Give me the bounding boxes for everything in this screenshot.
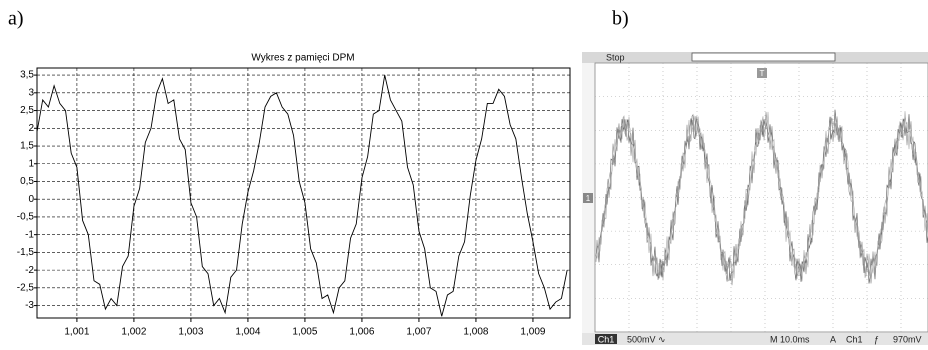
mode: A [830,334,836,344]
y-tick-label: -3 [25,300,34,311]
coupling: ∿ [658,334,666,344]
y-tick-label: 0 [28,194,34,205]
trigger-channel: Ch1 [846,334,863,344]
y-tick-label: -0,5 [17,212,35,223]
y-tick-label: 1 [28,158,34,169]
chart-title: Wykres z pamięci DPM [251,53,354,64]
channel: Ch1 [598,334,615,344]
y-tick-label: -2 [25,265,34,276]
panel-label: b) [612,8,629,30]
x-tick-label: 1,004 [235,327,260,338]
x-tick-label: 1,006 [349,327,374,338]
slope: ƒ [874,334,879,344]
y-tick-label: -1 [25,229,34,240]
x-tick-label: 1,007 [406,327,431,338]
scale: 500mV [627,334,656,344]
y-tick-label: 3,5 [20,70,34,81]
y-tick-label: 0,5 [20,176,34,187]
figure: a) b) Wykres z pamięci DPM Stop T 1 Ch1 … [0,0,928,345]
x-tick-label: 1,001 [64,327,89,338]
y-tick-label: -2,5 [17,282,35,293]
panel-label: a) [8,8,24,30]
x-tick-label: 1,005 [292,327,317,338]
trigger-marker: T [760,69,765,78]
screen [595,63,928,332]
y-tick-label: 2 [28,123,34,134]
record-bar [692,53,835,61]
timebase: M 10.0ms [770,334,810,344]
plot-frame [37,68,570,318]
data-line [37,75,567,316]
status: Stop [606,52,625,62]
x-tick-label: 1,003 [178,327,203,338]
x-tick-label: 1,002 [121,327,146,338]
y-tick-label: 2,5 [20,105,34,116]
y-tick-label: -1,5 [17,247,35,258]
x-tick-label: 1,008 [463,327,488,338]
scope: Stop T 1 Ch1 500mV ∿ M 10.0ms A Ch1 ƒ 97… [582,52,928,345]
y-tick-label: 1,5 [20,141,34,152]
y-tick-label: 3 [28,87,34,98]
channel-marker: 1 [586,194,591,203]
x-tick-label: 1,009 [520,327,545,338]
trigger-level: 970mV [893,334,922,344]
